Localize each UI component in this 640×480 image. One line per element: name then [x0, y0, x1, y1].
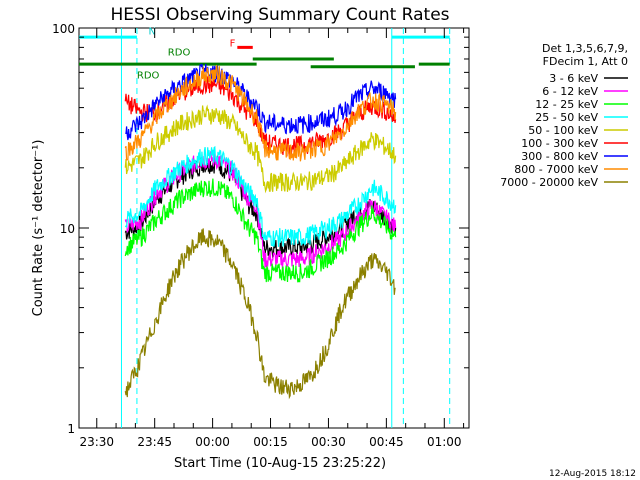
- chart-title: HESSI Observing Summary Count Rates: [110, 5, 449, 25]
- annotation-3: F: [230, 38, 236, 49]
- legend-label-7: 800 - 7000 keV: [514, 163, 598, 176]
- y-tick-label-1: 10: [60, 222, 75, 236]
- status-segments: [79, 35, 450, 69]
- y-axis-label: Count Rate (s⁻¹ detector⁻¹): [31, 140, 46, 317]
- annotations: N RDO RDO F: [137, 26, 236, 81]
- series-line-7: [124, 64, 397, 162]
- y-tick-label-2: 100: [52, 22, 75, 36]
- series-lines: [124, 63, 397, 400]
- legend-label-2: 12 - 25 keV: [535, 98, 598, 111]
- series-line-4: [124, 104, 397, 194]
- legend-label-1: 6 - 12 keV: [542, 85, 598, 98]
- legend-label-8: 7000 - 20000 keV: [500, 176, 598, 189]
- x-tick-label-0: 23:30: [79, 435, 114, 449]
- x-tick-label-5: 00:45: [369, 435, 404, 449]
- annotation-0: N: [149, 26, 156, 37]
- legend-header-line-1: Det 1,3,5,6,7,9,: [542, 42, 628, 55]
- x-axis-label: Start Time (10-Aug-15 23:25:22): [174, 456, 386, 471]
- legend-label-0: 3 - 6 keV: [549, 72, 598, 85]
- series-line-2: [124, 178, 397, 283]
- legend-label-3: 25 - 50 keV: [535, 111, 598, 124]
- y-tick-label-0: 1: [67, 422, 75, 436]
- x-tick-label-3: 00:15: [253, 435, 288, 449]
- footer-timestamp: 12-Aug-2015 18:12: [549, 469, 636, 479]
- legend-label-4: 50 - 100 keV: [528, 124, 598, 137]
- annotation-1: RDO: [137, 70, 160, 81]
- x-tick-label-4: 00:30: [311, 435, 346, 449]
- series-line-8: [124, 228, 396, 400]
- legend-label-5: 100 - 300 keV: [521, 137, 598, 150]
- legend: Det 1,3,5,6,7,9, FDecim 1, Att 0 3 - 6 k…: [500, 42, 628, 189]
- legend-label-6: 300 - 800 keV: [521, 150, 598, 163]
- x-tick-label-1: 23:45: [137, 435, 172, 449]
- axes: 1 10 100 23:30 23:45 00:00 00:15 00:30 00:45 01:0…: [52, 22, 469, 449]
- x-tick-label-6: 01:00: [427, 435, 462, 449]
- x-tick-label-2: 00:00: [195, 435, 230, 449]
- legend-header-line-2: FDecim 1, Att 0: [543, 55, 628, 68]
- annotation-2: RDO: [168, 47, 191, 58]
- series-line-3: [124, 145, 397, 247]
